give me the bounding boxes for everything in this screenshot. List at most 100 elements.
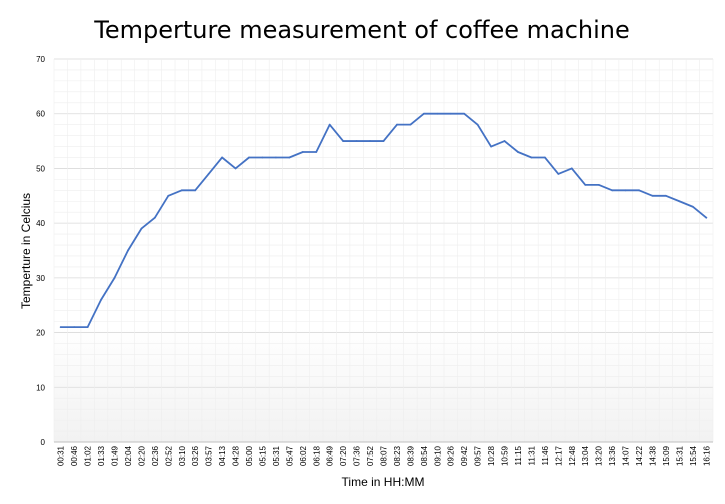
x-tick-label: 06:49 (326, 445, 335, 466)
plot-area (54, 59, 713, 442)
x-tick-label: 04:13 (218, 445, 227, 466)
y-tick-label: 10 (36, 383, 45, 392)
x-tick-label: 08:39 (406, 445, 415, 466)
data-point (342, 140, 345, 142)
x-tick-label: 08:07 (380, 445, 389, 466)
data-point (624, 189, 627, 192)
data-point (288, 156, 291, 159)
x-tick-label: 07:20 (339, 445, 348, 466)
y-tick-label: 70 (36, 55, 45, 64)
data-point (59, 326, 62, 328)
y-axis-title: Temperture in Celcius (19, 193, 33, 309)
x-tick-label: 05:00 (245, 445, 254, 466)
x-tick-label: 09:57 (474, 445, 483, 466)
data-point (328, 123, 331, 126)
data-point (490, 145, 492, 148)
x-tick-label: 08:54 (420, 445, 429, 466)
x-tick-label: 09:10 (433, 445, 442, 466)
x-tick-label: 15:54 (689, 445, 698, 466)
data-point (73, 326, 76, 328)
data-point (248, 156, 250, 159)
x-tick-label: 11:31 (527, 445, 536, 465)
data-point (275, 156, 277, 159)
data-point (234, 167, 237, 170)
x-tick-label: 16:16 (702, 445, 711, 466)
data-point (543, 156, 546, 159)
data-point (705, 216, 708, 219)
x-tick-label: 13:36 (608, 445, 617, 466)
x-tick-label: 07:52 (366, 445, 375, 466)
x-tick-label: 02:36 (151, 445, 160, 466)
data-point (153, 216, 156, 219)
chart-title: Temperture measurement of coffee machine (93, 16, 630, 44)
series-layer (59, 112, 708, 329)
x-tick-label: 05:47 (285, 445, 294, 466)
x-tick-label: 12:17 (554, 445, 563, 466)
plot-background (54, 59, 713, 442)
x-tick-label: 11:46 (541, 445, 550, 465)
data-point (611, 189, 614, 192)
x-tick-label: 10:28 (487, 445, 496, 466)
x-tick-label: 02:52 (164, 445, 173, 466)
data-point (557, 173, 560, 175)
data-point (315, 151, 318, 153)
gridlines (53, 58, 714, 443)
x-tick-label: 05:31 (272, 445, 281, 466)
x-tick-label: 14:07 (622, 445, 631, 466)
data-point (86, 326, 89, 328)
data-point (476, 123, 479, 126)
x-tick-label: 01:49 (111, 445, 120, 466)
x-tick-label: 02:04 (124, 445, 133, 466)
x-tick-label: 13:20 (595, 445, 604, 466)
data-point (194, 189, 197, 192)
data-point (100, 298, 102, 301)
data-point (584, 183, 587, 186)
x-tick-label: 00:46 (70, 445, 79, 466)
data-point (261, 156, 264, 159)
y-tick-label: 0 (41, 438, 46, 447)
data-point (691, 205, 694, 208)
x-tick-label: 05:15 (258, 445, 267, 466)
y-tick-label: 40 (36, 219, 45, 228)
data-point (530, 156, 533, 159)
y-tick-label: 30 (36, 274, 45, 283)
data-point (463, 112, 466, 115)
data-point (382, 140, 385, 142)
data-point (167, 194, 170, 197)
x-tick-label: 01:02 (84, 445, 93, 466)
x-axis-title: Time in HH:MM (342, 475, 425, 489)
x-tick-label: 01:33 (97, 445, 106, 466)
data-point (597, 183, 600, 186)
data-point (409, 123, 412, 126)
x-tick-label: 02:20 (137, 445, 146, 466)
data-point (113, 276, 116, 279)
y-tick-label: 60 (36, 110, 45, 119)
data-point (369, 140, 371, 142)
x-tick-label: 11:15 (514, 445, 523, 465)
x-tick-label: 15:31 (675, 445, 684, 466)
data-point (678, 200, 681, 203)
data-point (355, 140, 358, 142)
data-point (517, 151, 519, 153)
data-point (503, 140, 506, 142)
x-tick-label: 06:18 (312, 445, 321, 466)
x-tick-label: 09:26 (447, 445, 456, 466)
y-tick-label: 50 (36, 164, 45, 173)
data-point (396, 123, 398, 126)
data-point (570, 167, 573, 170)
x-axis-ticks: 00:31 00:46 01:02 01:33 01:49 02:04 02:20 02:36… (57, 445, 712, 466)
data-point (127, 249, 129, 252)
data-point (436, 112, 439, 115)
x-tick-label: 13:04 (581, 445, 590, 466)
data-point (449, 112, 452, 115)
data-point (221, 156, 224, 159)
x-tick-label: 15:09 (662, 445, 671, 466)
x-tick-label: 14:38 (648, 445, 657, 466)
x-tick-label: 09:42 (460, 445, 469, 466)
x-tick-label: 10:59 (501, 445, 510, 466)
x-tick-label: 12:48 (568, 445, 577, 466)
x-tick-label: 03:57 (205, 445, 214, 466)
y-tick-label: 20 (36, 329, 45, 338)
x-tick-label: 00:31 (57, 445, 66, 466)
x-tick-label: 14:22 (635, 445, 644, 466)
